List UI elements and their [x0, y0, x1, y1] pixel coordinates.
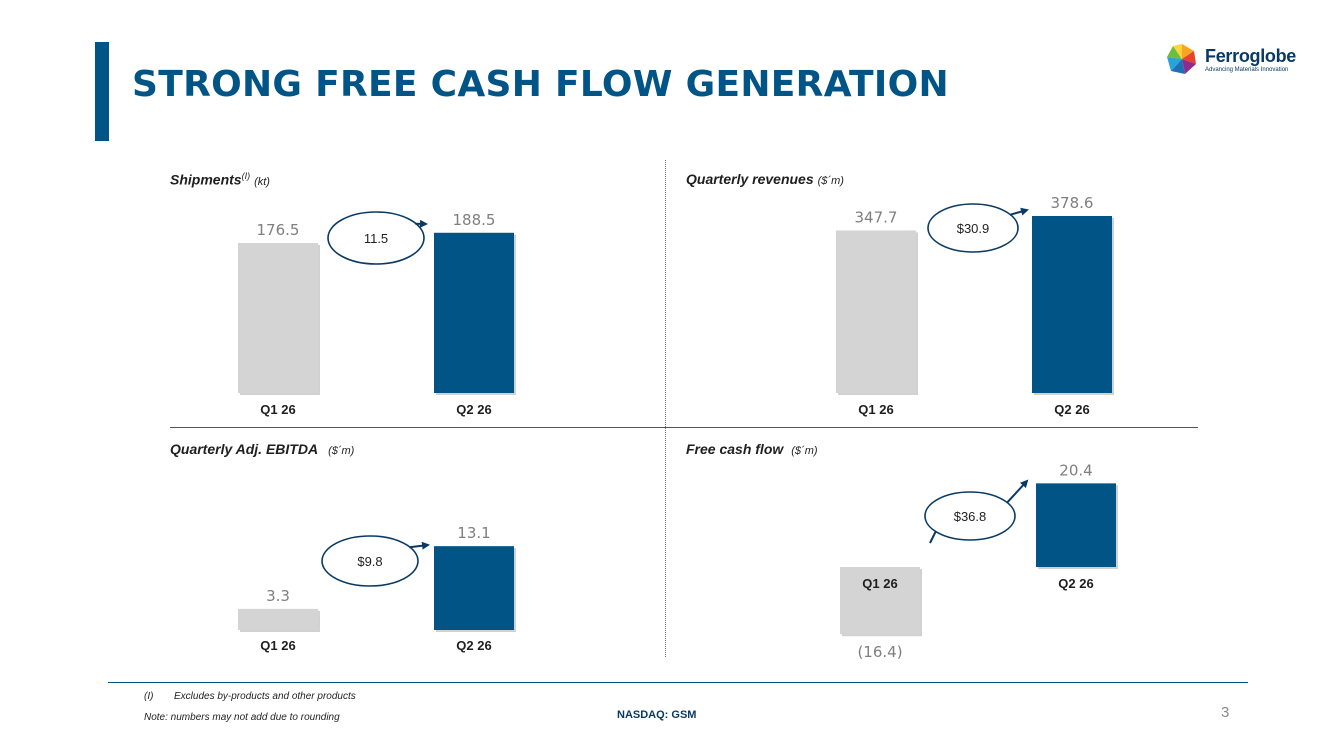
chart-title-text: Shipments	[170, 171, 242, 188]
value-label: 378.6	[1051, 194, 1094, 212]
category-label: Q2 26	[456, 402, 491, 417]
delta-label: $9.8	[357, 554, 382, 569]
bar-q2-26	[1032, 216, 1112, 393]
delta-label: $36.8	[954, 509, 987, 524]
chart-title-free-cash-flow: Free cash flow ($´m)	[686, 441, 818, 457]
delta-arrow	[409, 541, 430, 550]
bar-q1-26	[840, 567, 920, 635]
delta-ellipse	[321, 535, 419, 587]
delta-label: 11.5	[364, 231, 388, 246]
logo-tagline: Advancing Materials Innovation	[1205, 67, 1289, 73]
delta-ellipse	[927, 203, 1019, 253]
company-logo: Ferroglobe Advancing Materials Innovatio…	[1165, 42, 1297, 78]
category-label: Q1 26	[260, 402, 295, 417]
chart-title-sup: (I)	[241, 171, 251, 181]
chart-title-text: Quarterly Adj. EBITDA	[170, 441, 319, 457]
footer-rule	[108, 682, 1248, 683]
stock-ticker: NASDAQ: GSM	[617, 709, 697, 721]
value-label: 13.1	[457, 524, 490, 542]
category-label: Q2 26	[1058, 576, 1093, 591]
value-label: 20.4	[1059, 461, 1092, 479]
category-label: Q1 26	[862, 576, 897, 591]
chart-title-shipments: Shipments(I) (kt)	[170, 171, 270, 188]
delta-ellipse	[924, 491, 1016, 541]
bar-q2-26	[434, 232, 514, 393]
delta-arrow-tail	[929, 529, 938, 544]
value-label: 347.7	[855, 208, 898, 226]
bar-q1-26	[836, 230, 916, 393]
value-label: 3.3	[266, 587, 290, 605]
delta-ellipse	[327, 211, 425, 265]
chart-title-unit: ($´m)	[791, 445, 818, 457]
value-label: 176.5	[257, 221, 300, 239]
delta-arrow	[1006, 479, 1029, 504]
chart-title-text: Free cash flow	[686, 441, 784, 457]
chart-title-unit: ($´m)	[817, 175, 844, 187]
page-title: STRONG FREE CASH FLOW GENERATION	[132, 64, 949, 105]
chart-title-ebitda: Quarterly Adj. EBITDA ($´m)	[170, 441, 354, 457]
footnote: (I) Excludes by-products and other produc…	[144, 691, 356, 702]
value-label: (16.4)	[857, 643, 902, 661]
footnote-mark: (I)	[144, 691, 154, 702]
bar-q1-26	[238, 242, 318, 393]
bar-q2-26	[1036, 483, 1116, 567]
title-accent-bar	[95, 42, 109, 141]
chart-title-text: Quarterly revenues	[686, 171, 814, 187]
category-label: Q2 26	[456, 638, 491, 653]
chart-title-unit: (kt)	[254, 175, 270, 188]
page-number: 3	[1221, 704, 1230, 721]
logo-mark-icon	[1167, 44, 1196, 74]
panel-divider-vertical	[665, 160, 666, 657]
delta-arrow	[1009, 207, 1029, 216]
rounding-note: Note: numbers may not add due to roundin…	[144, 712, 340, 723]
chart-title-unit: ($´m)	[328, 445, 355, 457]
panel-divider-horizontal	[170, 427, 1198, 428]
bar-q1-26	[238, 608, 318, 630]
delta-label: $30.9	[957, 221, 990, 236]
category-label: Q1 26	[260, 638, 295, 653]
bar-q2-26	[434, 546, 514, 630]
chart-title-revenues: Quarterly revenues ($´m)	[686, 171, 844, 187]
logo-name: Ferroglobe	[1205, 46, 1297, 66]
value-label: 188.5	[453, 211, 496, 229]
footnote-text: Excludes by-products and other products	[174, 691, 356, 702]
category-label: Q2 26	[1054, 402, 1089, 417]
category-label: Q1 26	[858, 402, 893, 417]
